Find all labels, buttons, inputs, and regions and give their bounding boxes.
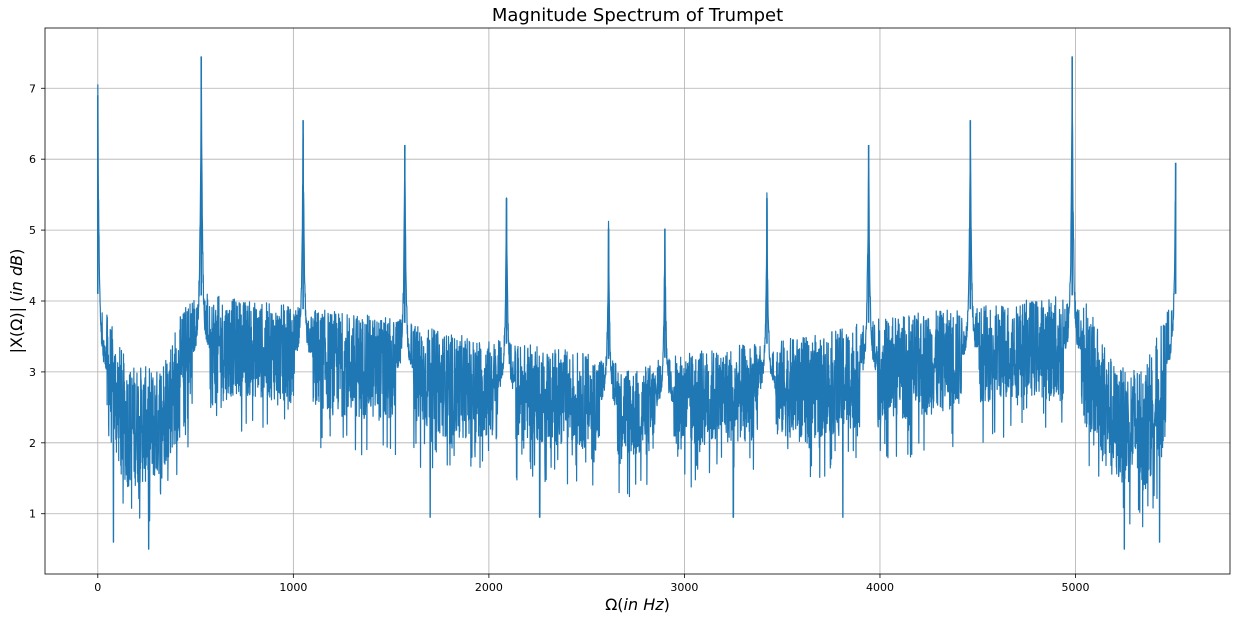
y-axis-ticks: 1 2 3 4 5 6 7 <box>29 82 45 521</box>
x-tick-label: 4000 <box>866 581 894 594</box>
grid-lines <box>45 28 1230 574</box>
x-axis-label-close: ) <box>664 595 670 614</box>
y-tick-label: 7 <box>29 82 36 95</box>
spectrum-series <box>96 56 1177 550</box>
x-axis-ticks: 0 1000 2000 3000 4000 5000 <box>94 574 1090 594</box>
y-tick-label: 6 <box>29 153 36 166</box>
y-tick-label: 3 <box>29 366 36 379</box>
y-axis-label-main: |X(Ω)| ( <box>7 296 26 354</box>
y-axis-label: |X(Ω)| (in dB) <box>7 249 26 354</box>
y-axis-label-unit: in dB <box>7 255 26 296</box>
spectrum-line <box>97 69 1177 550</box>
x-tick-label: 3000 <box>670 581 698 594</box>
x-tick-label: 5000 <box>1062 581 1090 594</box>
y-tick-label: 1 <box>29 508 36 521</box>
x-tick-label: 1000 <box>279 581 307 594</box>
y-tick-label: 4 <box>29 295 36 308</box>
x-tick-label: 2000 <box>475 581 503 594</box>
x-axis-label-unit: in Hz <box>624 595 665 614</box>
y-tick-label: 5 <box>29 224 36 237</box>
x-axis-label: Ω(in Hz) <box>605 595 670 614</box>
y-tick-label: 2 <box>29 437 36 450</box>
x-tick-label: 0 <box>94 581 101 594</box>
x-axis-label-main: Ω( <box>605 595 623 614</box>
y-axis-label-close: ) <box>7 249 26 255</box>
chart-title: Magnitude Spectrum of Trumpet <box>492 5 783 26</box>
